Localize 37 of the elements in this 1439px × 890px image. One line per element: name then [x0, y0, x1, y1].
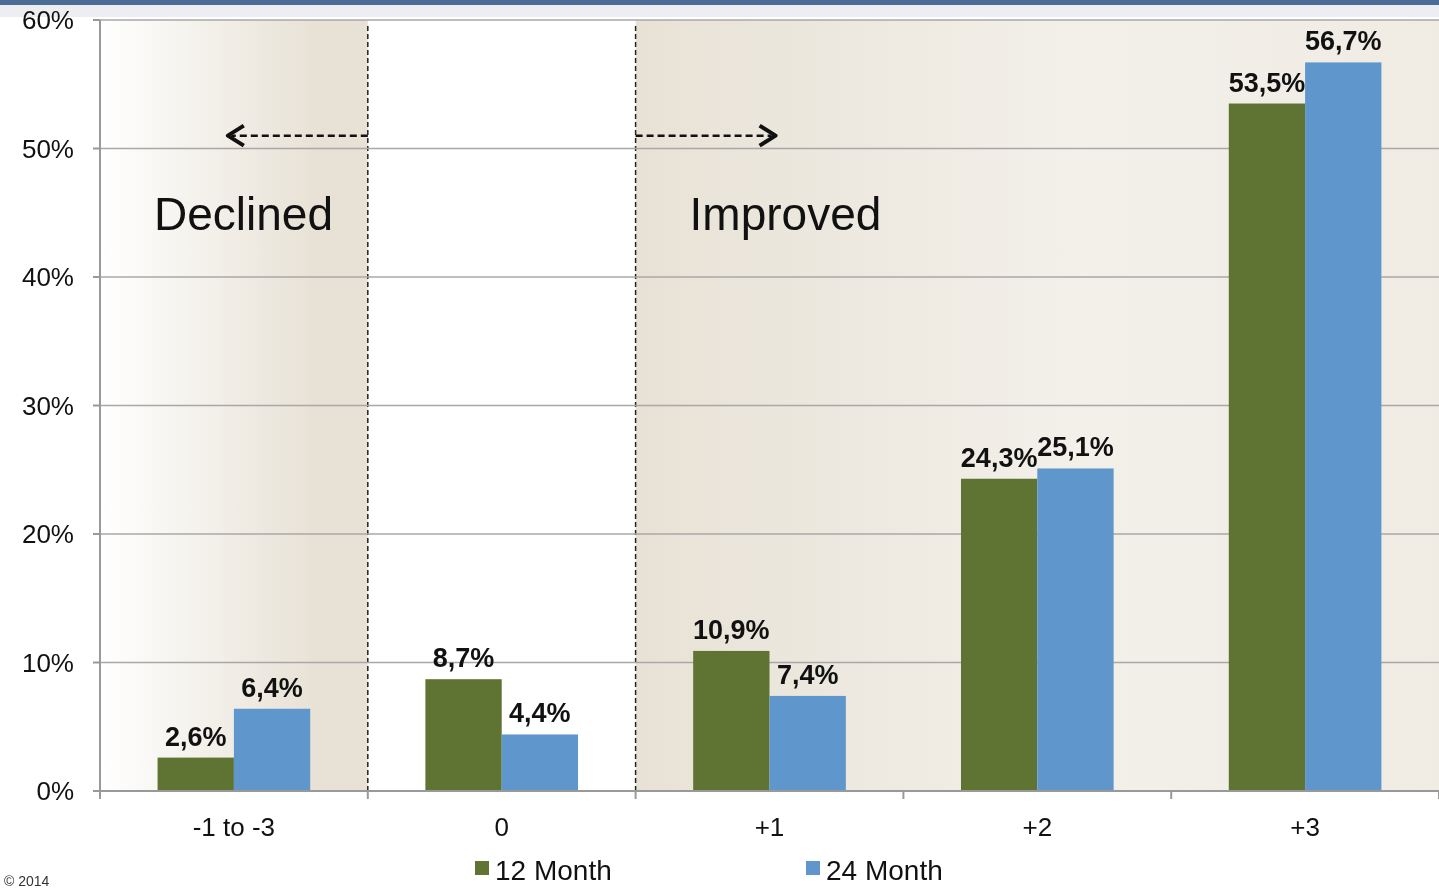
bar [233, 708, 311, 791]
text: © 2014 [4, 873, 50, 889]
x-tick-label: +1 [754, 812, 785, 842]
data-label: 7,4% [776, 659, 839, 690]
data-label: 25,1% [1037, 432, 1114, 463]
bar [960, 478, 1038, 791]
band-label: Improved [689, 187, 882, 240]
data-label: 10,9% [693, 614, 770, 645]
bar [769, 695, 846, 791]
data-label: 6,4% [241, 672, 303, 703]
bar [501, 734, 579, 791]
bar [157, 757, 234, 791]
y-tick-label: 60% [21, 5, 74, 36]
bar [1037, 468, 1114, 791]
y-tick-label: 10% [21, 647, 74, 678]
x-tick-label: -1 to -3 [192, 812, 276, 842]
data-label: 56,7% [1304, 26, 1382, 57]
data-label: 4,4% [509, 698, 571, 729]
y-tick-label: 30% [21, 390, 74, 421]
legend-label: 12 Month [495, 855, 612, 886]
band-label: Declined [154, 187, 333, 240]
y-tick-label: 20% [21, 519, 74, 550]
legend-label: 24 Month [826, 855, 943, 886]
x-tick-label: +3 [1290, 812, 1320, 842]
data-label: 8,7% [432, 643, 495, 674]
y-tick-label: 40% [21, 262, 74, 293]
x-tick-label: 0 [494, 812, 509, 842]
x-tick-label: +2 [1022, 812, 1053, 842]
data-label: 24,3% [960, 442, 1038, 473]
data-label: 53,5% [1228, 67, 1306, 98]
bar [693, 650, 770, 791]
bar [1305, 62, 1382, 791]
y-tick-label: 50% [21, 133, 74, 164]
bar [1228, 103, 1306, 791]
bar [425, 679, 502, 791]
y-tick-label: 0% [36, 776, 74, 807]
data-label: 2,6% [164, 721, 227, 752]
